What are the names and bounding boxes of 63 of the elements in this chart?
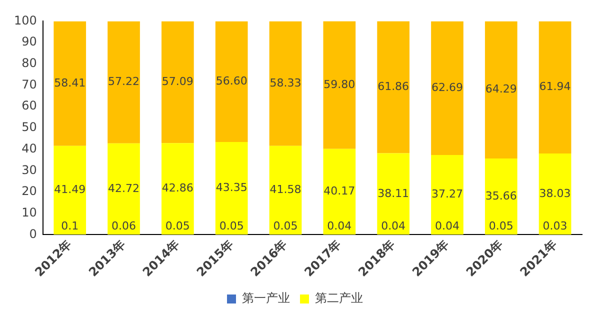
data-label: 0.04 xyxy=(381,220,406,233)
bar xyxy=(162,143,194,235)
data-label: 0.05 xyxy=(219,220,244,233)
bar xyxy=(377,153,410,235)
bar xyxy=(54,21,86,146)
data-label: 57.09 xyxy=(162,75,194,88)
data-label: 61.94 xyxy=(539,80,571,94)
bar xyxy=(215,21,248,142)
y-tick-label: 70 xyxy=(22,77,37,92)
data-label: 61.86 xyxy=(378,80,410,94)
y-tick-label: 30 xyxy=(22,162,37,177)
data-label: 42.86 xyxy=(162,182,194,195)
bar xyxy=(54,146,86,235)
data-label: 0.05 xyxy=(165,220,190,233)
data-label: 41.58 xyxy=(270,183,302,196)
data-label: 42.72 xyxy=(108,182,140,195)
data-label: 41.49 xyxy=(54,183,86,196)
bar xyxy=(484,158,518,235)
y-tick-label: 100 xyxy=(14,13,37,28)
y-tick-label: 20 xyxy=(22,184,37,198)
bar xyxy=(215,142,248,235)
legend-label: 第一产业 xyxy=(242,291,290,306)
y-tick-label: 90 xyxy=(22,34,37,49)
y-tick-label: 0 xyxy=(29,226,37,241)
data-label: 57.22 xyxy=(108,75,140,88)
data-label: 58.41 xyxy=(54,76,86,90)
data-label: 0.03 xyxy=(542,220,568,233)
y-tick-label: 40 xyxy=(22,141,37,156)
y-tick-label: 50 xyxy=(22,120,37,134)
bar xyxy=(538,21,572,154)
bar xyxy=(377,21,410,154)
bar xyxy=(484,21,518,158)
data-label: 0.05 xyxy=(488,220,514,233)
y-tick-label: 10 xyxy=(22,205,37,220)
y-tick-label: 60 xyxy=(22,98,37,113)
data-label: 37.27 xyxy=(431,188,463,201)
data-label: 62.69 xyxy=(431,80,463,94)
bar xyxy=(431,155,464,235)
data-label: 0.04 xyxy=(434,220,460,233)
bar xyxy=(323,148,356,235)
bar xyxy=(108,21,140,144)
data-label: 43.35 xyxy=(216,181,248,194)
bar xyxy=(108,143,140,235)
data-label: 0.05 xyxy=(273,220,298,233)
bar xyxy=(538,153,572,235)
data-label: 0.04 xyxy=(327,220,352,233)
data-label: 0.1 xyxy=(61,220,79,233)
bar xyxy=(431,21,464,156)
bar xyxy=(323,21,356,149)
data-label: 38.03 xyxy=(539,186,571,200)
bar xyxy=(162,21,194,144)
bar xyxy=(269,21,302,146)
data-label: 64.29 xyxy=(485,82,517,96)
legend-label: 第二产业 xyxy=(315,291,363,306)
data-label: 40.17 xyxy=(324,184,356,198)
data-label: 0.06 xyxy=(112,220,136,233)
bar xyxy=(269,146,302,235)
data-label: 58.33 xyxy=(270,76,302,90)
data-label: 56.60 xyxy=(216,74,248,88)
y-tick-label: 80 xyxy=(22,56,37,70)
data-label: 35.66 xyxy=(485,189,517,202)
data-label: 59.80 xyxy=(324,78,356,91)
data-label: 38.11 xyxy=(378,186,410,200)
